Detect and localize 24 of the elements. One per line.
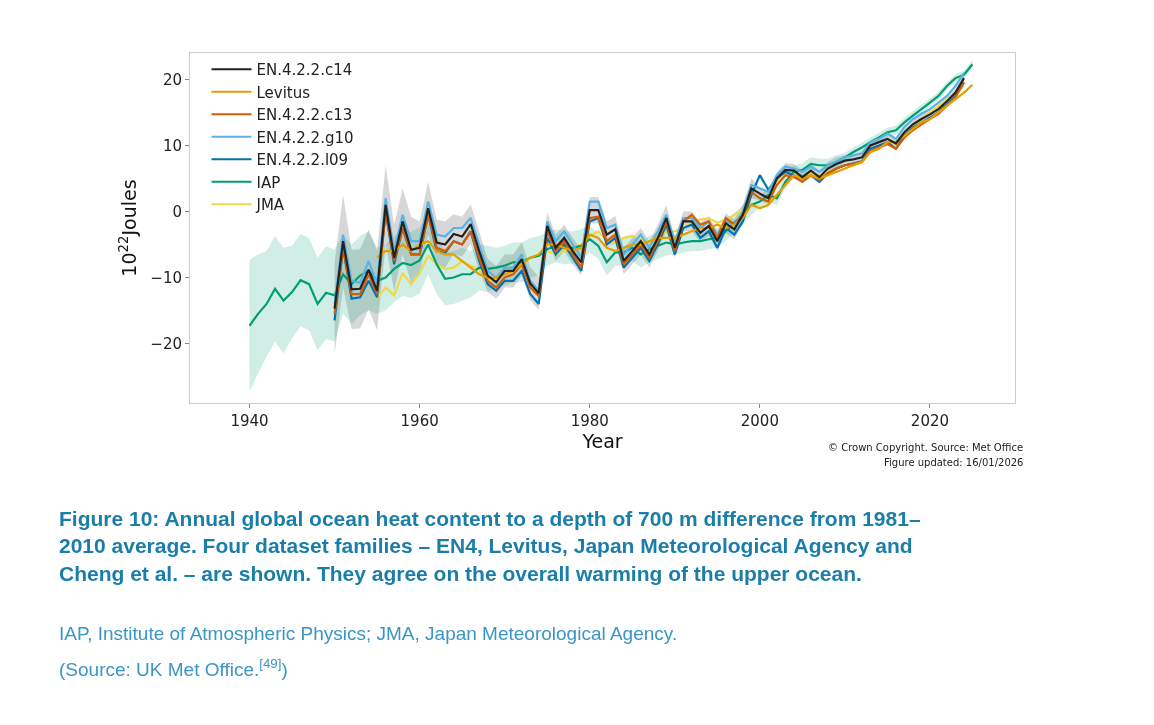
y-tick-label: 10 xyxy=(162,136,182,155)
x-tick-label: 2000 xyxy=(740,412,779,430)
y-tick-label: 0 xyxy=(172,202,182,221)
legend-label: EN.4.2.2.g10 xyxy=(256,128,354,147)
text: IAP, Institute of Atmospheric Physics; JMA, Japan Meteorological Agency. xyxy=(59,623,678,644)
x-tick-label: 1960 xyxy=(400,412,439,430)
y-tick-label: −10 xyxy=(150,268,182,287)
x-tick-label: 2020 xyxy=(910,412,950,430)
legend-label: EN.4.2.2.c13 xyxy=(256,106,353,125)
legend-label: EN.4.2.2.c14 xyxy=(256,61,353,80)
legend-label: IAP xyxy=(256,173,281,192)
legend-label: EN.4.2.2.l09 xyxy=(256,151,349,170)
x-axis-title: Year xyxy=(581,430,623,452)
legend-label: Levitus xyxy=(256,83,311,102)
legend-label: JMA xyxy=(255,196,285,215)
y-tick-label: −20 xyxy=(150,334,182,353)
text: © Crown Copyright. Source: Met Office xyxy=(828,442,1024,453)
text: (Source: UK Met Office.$^{[49]}$) xyxy=(59,656,288,680)
x-tick-label: 1940 xyxy=(230,412,269,430)
text: Figure updated: 16/01/2026 xyxy=(884,457,1024,468)
text: Figure 10: Annual global ocean heat content to a depth of 700 m difference from 1981–2010 average. Four dataset families – EN4, Levitus, Japan Meteorological Agency and Cheng et al. – are shown. They agree on the overall warming of the upper ocean. xyxy=(59,507,921,585)
y-tick-label: 20 xyxy=(162,70,182,89)
line-series xyxy=(248,63,974,327)
x-tick-label: 1980 xyxy=(570,412,609,430)
